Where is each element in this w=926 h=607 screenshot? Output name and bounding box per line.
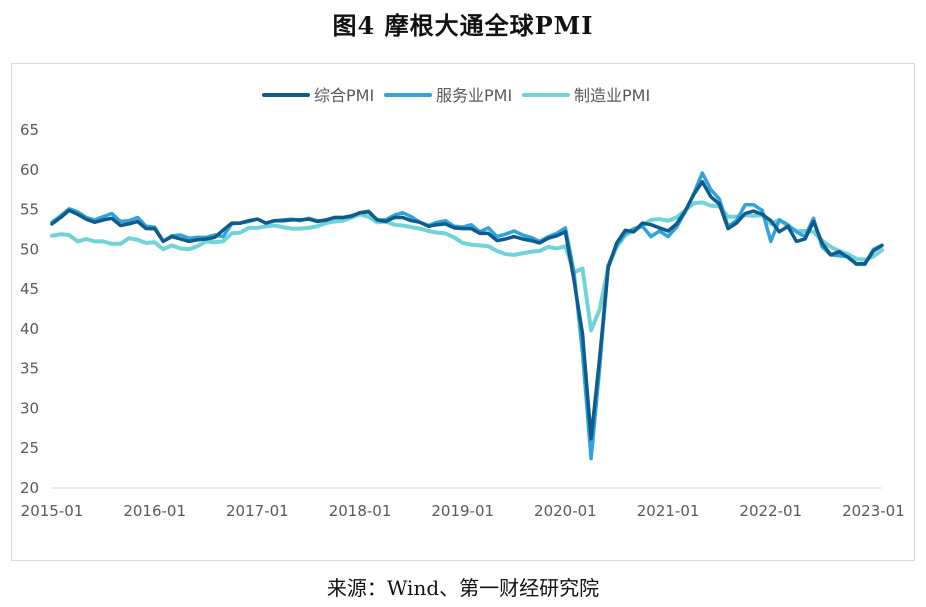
- x-tick-label: 2019-01: [431, 502, 494, 520]
- y-tick-label: 25: [20, 439, 39, 457]
- x-tick-label: 2015-01: [21, 502, 84, 520]
- y-tick-label: 45: [20, 280, 39, 298]
- x-tick-label: 2020-01: [534, 502, 597, 520]
- y-tick-label: 50: [20, 240, 39, 258]
- y-tick-label: 65: [20, 121, 39, 139]
- series-line-composite: [50, 179, 884, 441]
- series-line-manufacturing: [50, 200, 884, 333]
- y-tick-label: 60: [20, 161, 39, 179]
- figure-title: 图4 摩根大通全球PMI: [332, 11, 594, 40]
- x-tick-label: 2017-01: [226, 502, 289, 520]
- y-tick-label: 55: [20, 201, 39, 219]
- x-axis: 2015-01 2016-01 2017-01 2018-01 2019-01 2020-…: [21, 487, 905, 520]
- legend-label-manufacturing: 制造业PMI: [574, 86, 650, 105]
- legend-label-services: 服务业PMI: [436, 86, 512, 105]
- x-tick-label: 2023-01: [842, 502, 905, 520]
- x-tick-label: 2016-01: [123, 502, 186, 520]
- series-lines: [50, 171, 884, 461]
- legend-label-composite: 综合PMI: [314, 86, 374, 105]
- y-tick-label: 35: [20, 360, 39, 378]
- x-tick-label: 2021-01: [637, 502, 700, 520]
- y-tick-label: 30: [20, 399, 39, 417]
- chart-legend: 综合PMI 服务业PMI 制造业PMI: [262, 86, 650, 105]
- series-line-services: [50, 171, 884, 461]
- figure-source: 来源：Wind、第一财经研究院: [326, 576, 600, 600]
- y-axis: 20 25 30 35 40 45 50 55 60 65: [20, 121, 39, 497]
- x-tick-label: 2022-01: [739, 502, 802, 520]
- x-tick-label: 2018-01: [329, 502, 392, 520]
- y-tick-label: 20: [20, 479, 39, 497]
- chart-frame: 20 25 30 35 40 45 50 55 60 65 2015-01 2016-01 2017-…: [11, 63, 915, 561]
- y-tick-label: 40: [20, 320, 39, 338]
- pmi-line-chart: 20 25 30 35 40 45 50 55 60 65 2015-01 2016-01 2017-…: [20, 86, 905, 520]
